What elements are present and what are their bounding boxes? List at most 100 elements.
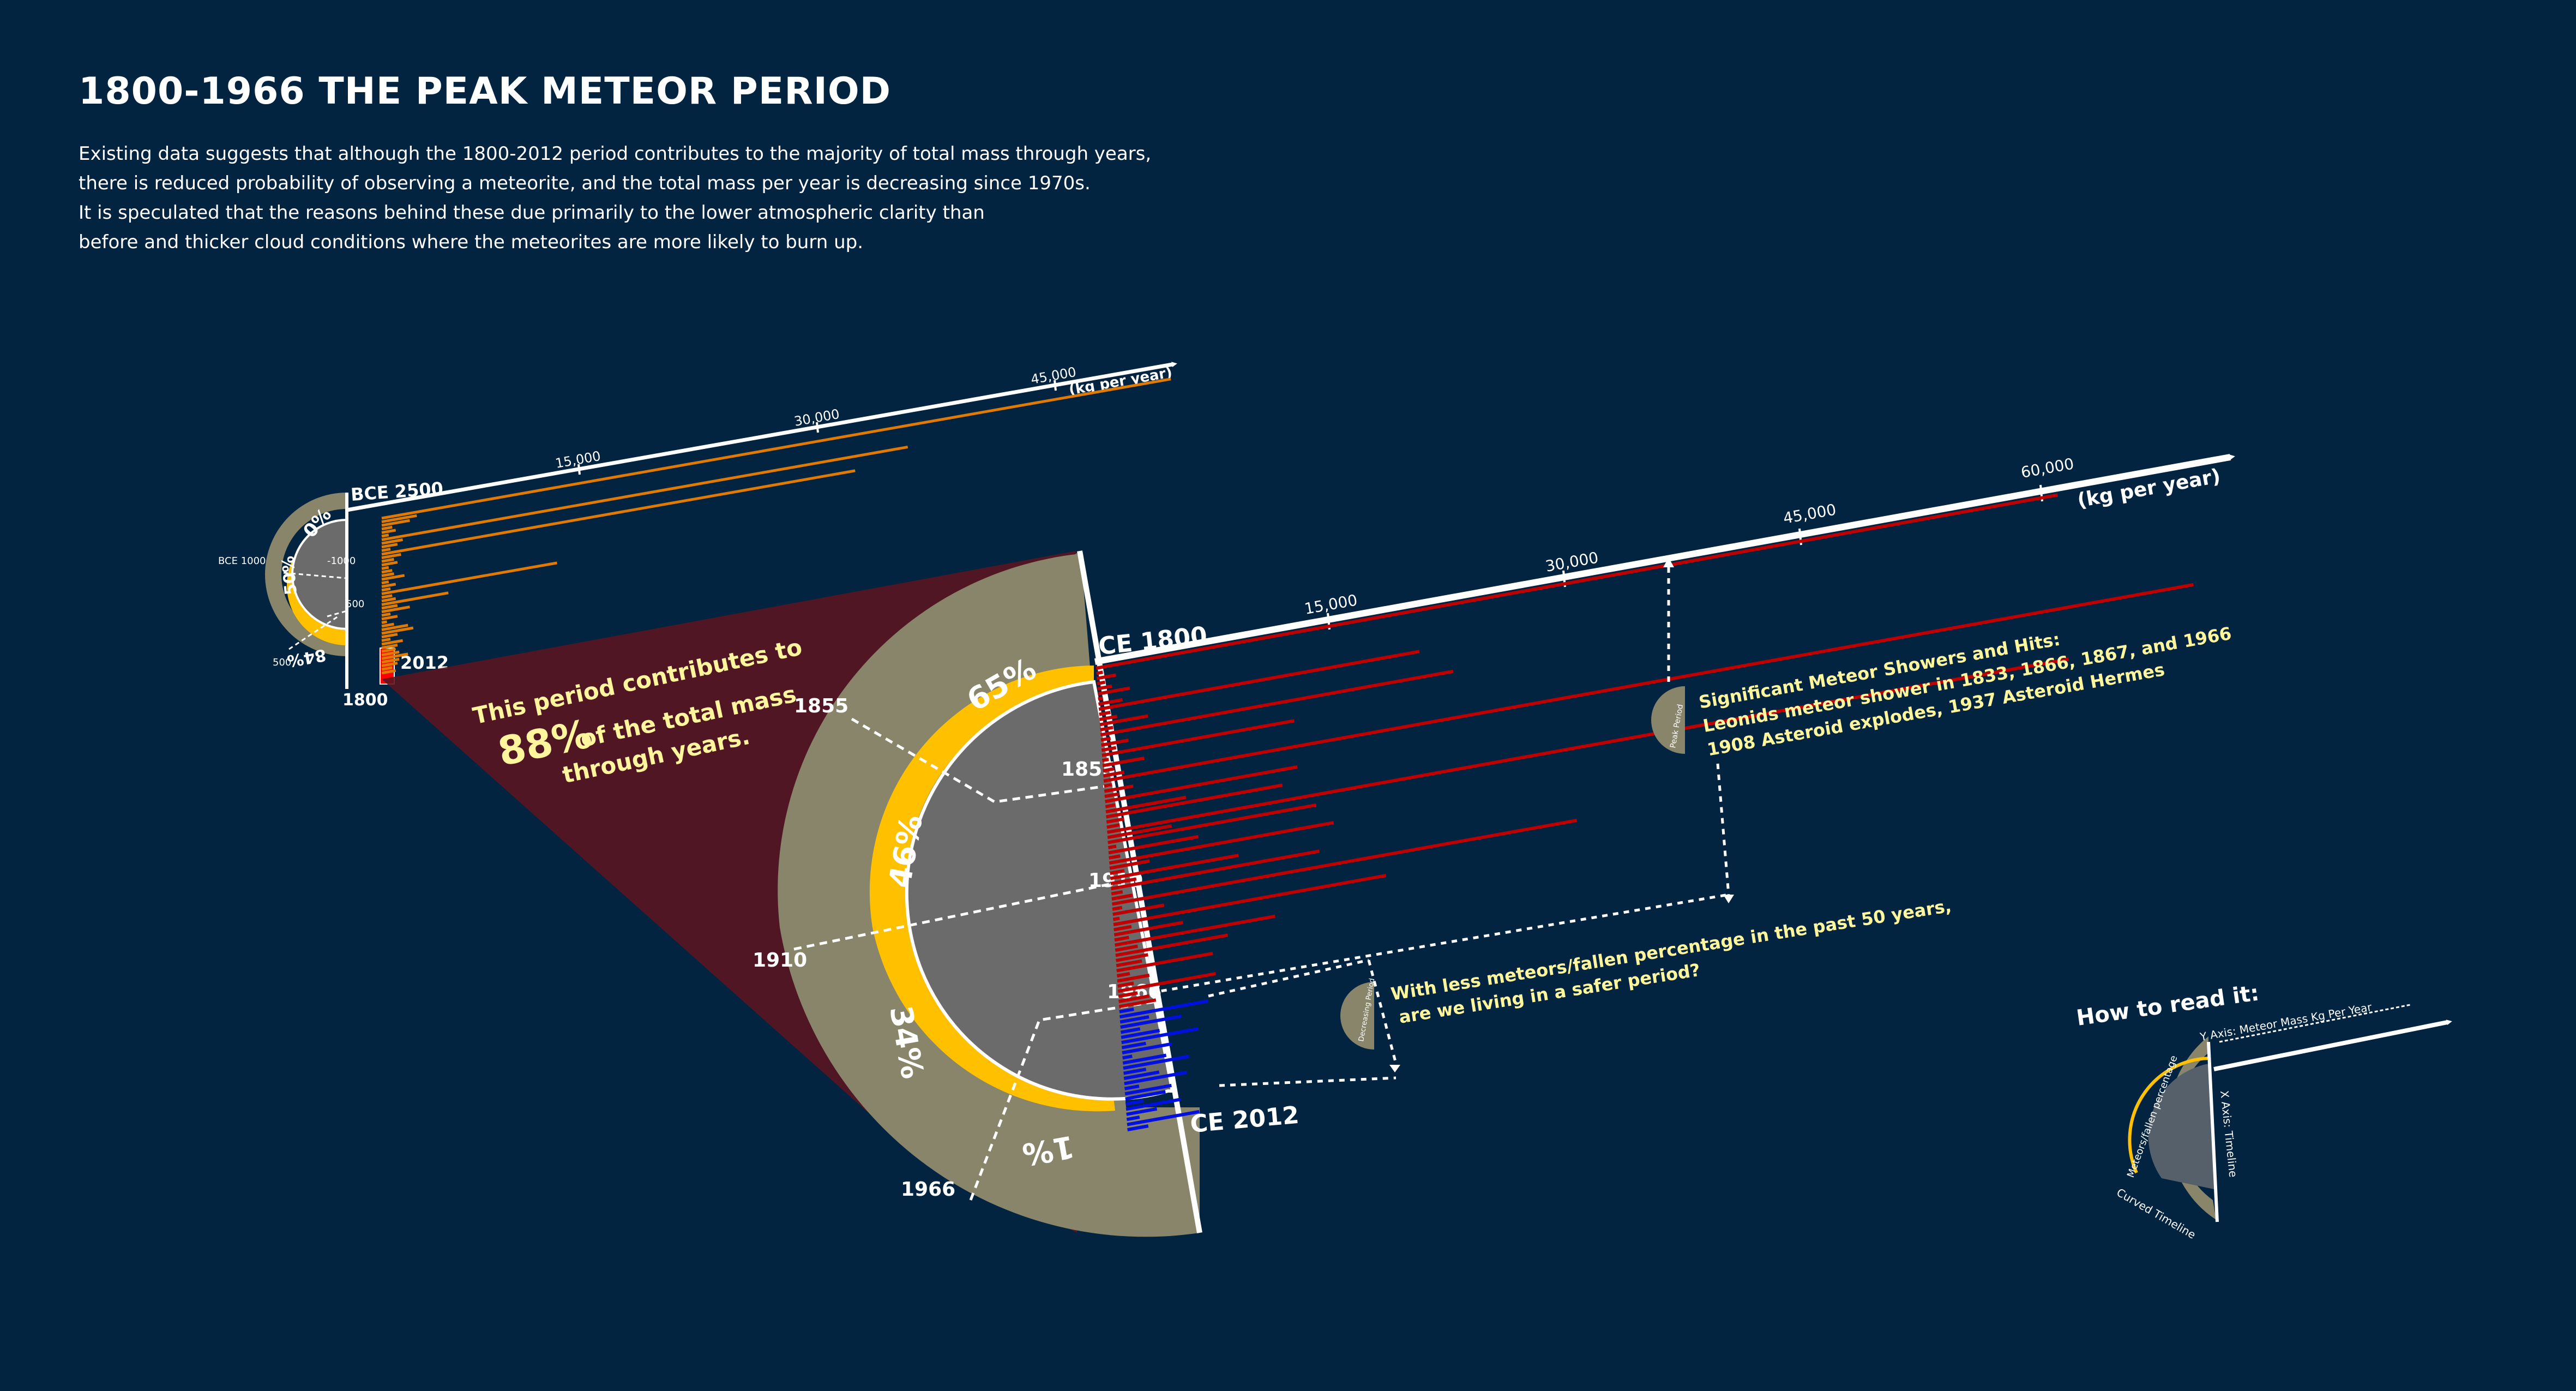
outer-timeline-label: 1855	[794, 695, 848, 717]
recent-bar	[1124, 1083, 1172, 1096]
recent-bar	[1122, 1053, 1167, 1065]
small-bar	[381, 561, 558, 596]
small-bar	[381, 514, 417, 524]
peak-bar	[1118, 991, 1138, 998]
peak-bar	[1103, 767, 1115, 772]
small-bar	[381, 652, 408, 660]
small-bar	[381, 605, 410, 614]
peak-bar	[1115, 914, 1275, 947]
recent-bar	[1123, 1054, 1189, 1070]
peak-bar	[1112, 916, 1120, 921]
recent-annotation: Decreasing Period With less meteors/fall…	[1208, 895, 1953, 1087]
small-bar	[381, 650, 400, 657]
recent-bar	[1122, 1054, 1133, 1060]
peak-bar	[1096, 493, 2058, 670]
legend-inner-disc	[2148, 1064, 2214, 1189]
peak-bar	[1115, 953, 1148, 962]
peak-bar	[1102, 758, 1109, 763]
small-bar	[381, 647, 396, 653]
main-dashed-guides	[793, 717, 1157, 1201]
peak-bar	[1100, 736, 1111, 742]
recent-bar	[1126, 1116, 1140, 1122]
peak-bar	[1102, 756, 1145, 768]
small-bar	[381, 620, 388, 624]
small-bar	[381, 538, 404, 545]
page-title: 1800-1966 THE PEAK METEOR PERIOD	[79, 70, 892, 113]
peak-bar	[1105, 765, 1298, 804]
peak-bar	[1111, 818, 1578, 906]
peak-bar	[1104, 783, 1112, 788]
peak-bar	[1114, 936, 1129, 942]
peak-bar	[1111, 894, 1133, 901]
small-bar	[381, 574, 405, 581]
recent-bar	[1121, 1027, 1199, 1045]
peak-bar	[1110, 854, 1239, 880]
peak-bar	[1105, 795, 1187, 814]
small-bar	[381, 587, 391, 592]
small-tick	[816, 422, 819, 433]
small-bar	[381, 591, 449, 606]
peak-bar	[1117, 981, 1134, 988]
small-bar	[381, 548, 391, 552]
small-bar	[381, 583, 396, 588]
small-bar	[381, 639, 404, 646]
peak-bar	[1100, 726, 1114, 732]
small-bars	[381, 377, 1171, 675]
small-chart: 0% 50% 84% BCE 1000 -1000 500 500 1800 B…	[218, 362, 1177, 710]
peak-bar	[1114, 921, 1184, 937]
recent-bar	[1125, 1099, 1144, 1106]
recent-bar	[1124, 1084, 1140, 1090]
small-bar	[381, 604, 398, 610]
small-percent-84: 84%	[286, 645, 328, 670]
small-bar	[381, 597, 396, 603]
peak-bar	[1106, 823, 1120, 829]
peak-bar	[1106, 817, 1125, 824]
small-bar	[381, 612, 391, 617]
main-tick-label: 60,000	[2019, 454, 2075, 482]
peak-bar	[1112, 906, 1123, 911]
small-percent-50: 50%	[279, 555, 301, 596]
small-tick	[577, 464, 581, 475]
small-bar	[381, 633, 398, 639]
small-bar	[381, 644, 398, 650]
peak-bar	[1096, 670, 1103, 675]
recent-bar	[1121, 1029, 1160, 1039]
peak-bar	[1114, 925, 1132, 932]
peak-bar	[1099, 714, 1148, 727]
small-bar	[381, 666, 393, 671]
peak-bar	[1115, 933, 1229, 957]
small-bar	[381, 623, 408, 632]
peak-bar	[1110, 849, 1320, 891]
recent-bar	[1119, 1008, 1134, 1014]
main-period-end: CE 2012	[1189, 1101, 1301, 1138]
peak-bar	[1118, 994, 1149, 1003]
legend: How to read it: Y Axis: Meteor Mass Kg P…	[2075, 980, 2452, 1242]
peak-bar	[1107, 824, 1172, 840]
main-wheel: 65% 46% 34% 1% 1855 1910 1966 1855 1910 …	[753, 550, 1301, 1237]
small-bar	[381, 446, 908, 542]
small-bar	[381, 377, 1171, 520]
peak-bar	[1110, 869, 1125, 875]
small-bar	[381, 626, 414, 635]
peak-bar	[1096, 673, 1117, 680]
peak-bar	[1099, 710, 1111, 716]
peak-bar	[1112, 903, 1165, 916]
peak-bar	[1098, 696, 1104, 701]
recent-bar	[1126, 1107, 1158, 1116]
peak-bar	[1110, 877, 1137, 885]
peak-bar	[1116, 959, 1142, 968]
intro-line: there is reduced probability of observin…	[79, 172, 1091, 194]
small-bar	[381, 525, 393, 531]
small-bar	[381, 469, 856, 556]
small-timeline-label: 500	[346, 598, 364, 610]
main-tick-label: 45,000	[1781, 500, 1837, 527]
peak-bar	[1118, 998, 1157, 1009]
small-bar	[381, 561, 398, 567]
recent-bar	[1123, 1068, 1147, 1075]
recent-text-line: With less meteors/fallen percentage in t…	[1389, 895, 1953, 1004]
peak-bar	[1101, 739, 1129, 747]
peak-bar	[1106, 783, 1283, 819]
legend-x-axis: X Axis: Timeline	[2218, 1090, 2240, 1178]
outer-timeline-label: 1910	[753, 949, 807, 972]
